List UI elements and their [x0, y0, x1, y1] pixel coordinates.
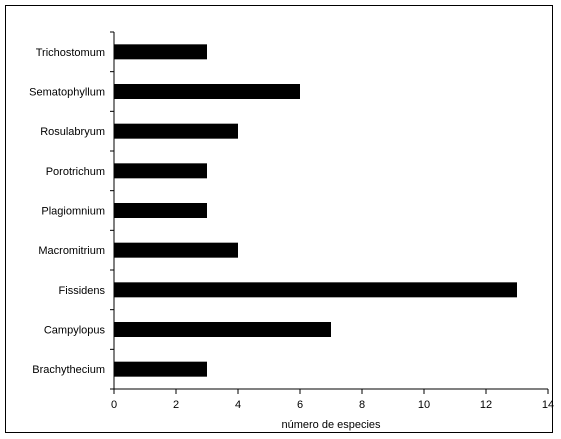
bar-macromitrium	[114, 242, 238, 258]
y-tick-label: Sematophyllum	[29, 87, 105, 99]
y-tick-label: Porotrichum	[46, 166, 105, 178]
x-tick-label: 10	[418, 399, 430, 411]
x-tick-label: 12	[480, 399, 492, 411]
bar-brachythecium	[114, 361, 207, 377]
bars-group	[114, 44, 517, 377]
y-tick-label: Campylopus	[44, 325, 106, 337]
x-axis: 0 2 4 6 8 10 12 14	[111, 388, 554, 411]
x-tick-label: 14	[542, 399, 554, 411]
x-axis-title: número de especies	[281, 419, 381, 431]
y-tick-label: Trichostomum	[36, 47, 105, 59]
bar-trichostomum	[114, 44, 207, 60]
x-tick-label: 2	[173, 399, 179, 411]
bar-fissidens	[114, 282, 517, 298]
y-tick-label: Macromitrium	[38, 245, 105, 257]
y-tick-label: Plagiomnium	[41, 206, 105, 218]
chart-frame	[5, 5, 553, 433]
bar-campylopus	[114, 322, 331, 337]
y-tick-label: Brachythecium	[32, 364, 105, 376]
y-axis: Trichostomum Sematophyllum Rosulabryum Poro…	[29, 31, 115, 390]
x-tick-label: 0	[111, 399, 117, 411]
x-tick-label: 8	[359, 399, 365, 411]
bar-sematophyllum	[114, 84, 300, 99]
y-tick-label: Rosulabryum	[40, 126, 105, 138]
bar-porotrichum	[114, 163, 207, 179]
bar-rosulabryum	[114, 123, 238, 139]
x-tick-label: 6	[297, 399, 303, 411]
y-tick-label: Fissidens	[59, 285, 106, 297]
x-tick-label: 4	[235, 399, 241, 411]
bar-plagiomnium	[114, 203, 207, 218]
